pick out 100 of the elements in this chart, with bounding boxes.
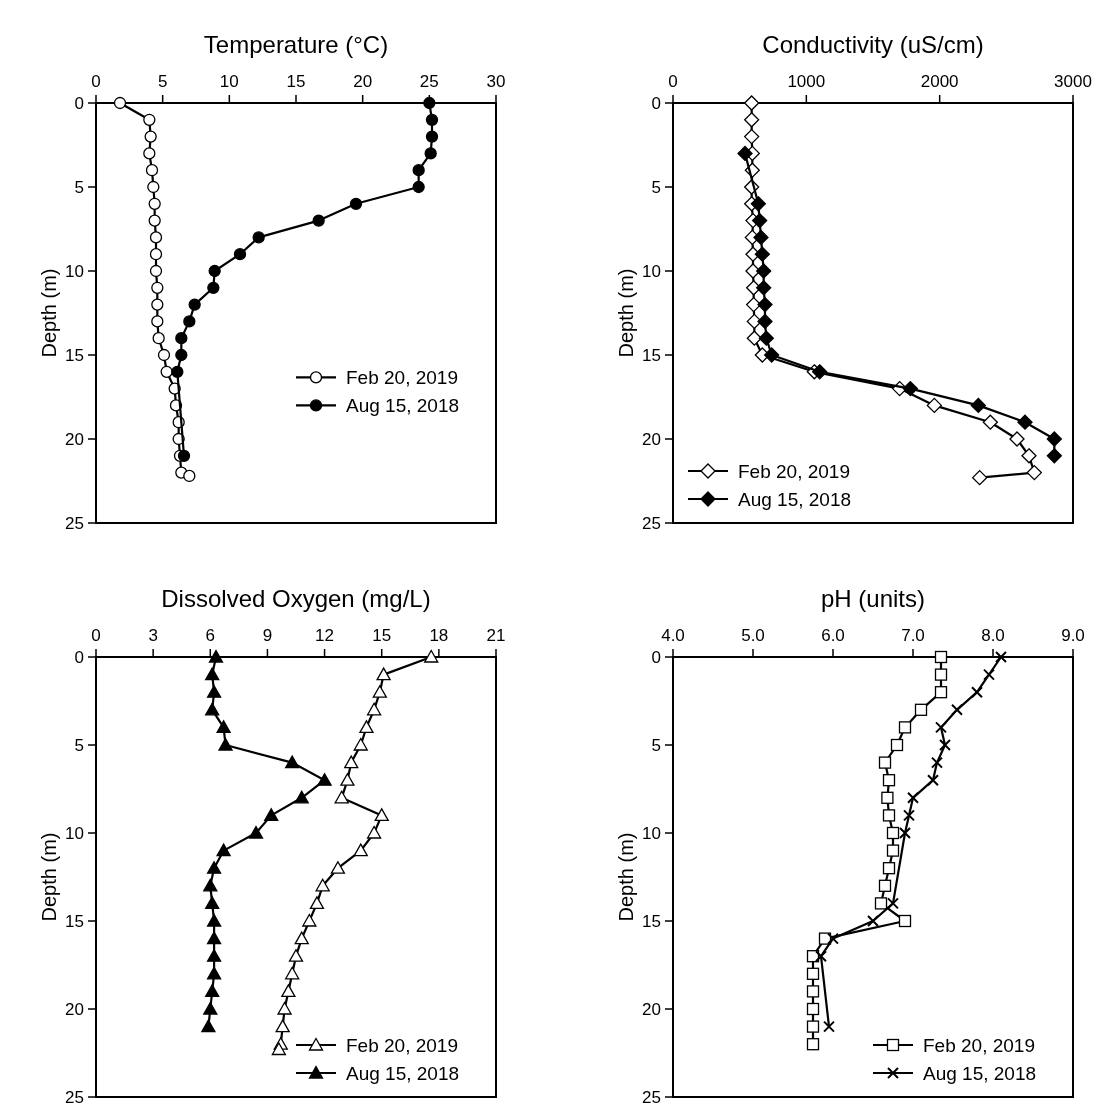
y-tick-label: 20 bbox=[642, 429, 661, 449]
point bbox=[206, 949, 222, 962]
y-tick-label: 20 bbox=[642, 999, 661, 1019]
point bbox=[183, 469, 196, 483]
point bbox=[144, 130, 157, 143]
y-tick-label: 10 bbox=[65, 261, 84, 281]
legend-label: Aug 15, 2018 bbox=[923, 1062, 1037, 1084]
point bbox=[143, 147, 156, 160]
point bbox=[756, 263, 772, 279]
point bbox=[281, 984, 296, 998]
x-tick-label: 20 bbox=[353, 72, 373, 91]
point bbox=[756, 280, 772, 296]
x-tick-label: 2000 bbox=[920, 72, 959, 91]
y-tick-label: 5 bbox=[74, 735, 84, 755]
point bbox=[753, 229, 769, 246]
x-tick-label: 25 bbox=[419, 72, 439, 91]
point bbox=[907, 791, 919, 804]
point bbox=[424, 147, 437, 160]
y-tick-label: 25 bbox=[65, 1087, 84, 1107]
x-tick-label: 0 bbox=[91, 72, 101, 91]
legend-label: Feb 20, 2019 bbox=[346, 1034, 458, 1056]
point bbox=[890, 738, 904, 752]
point bbox=[147, 180, 160, 194]
point bbox=[951, 703, 963, 716]
point bbox=[424, 649, 439, 663]
x-tick-label: 5 bbox=[157, 72, 168, 91]
point bbox=[317, 773, 332, 786]
point bbox=[898, 721, 912, 734]
y-axis-title: Depth (m) bbox=[38, 268, 60, 358]
point bbox=[366, 825, 382, 839]
point bbox=[931, 756, 943, 769]
point bbox=[171, 365, 184, 378]
point bbox=[1009, 431, 1025, 447]
point bbox=[899, 827, 911, 839]
chart-title: pH (units) bbox=[820, 585, 926, 612]
point bbox=[1046, 448, 1062, 464]
point bbox=[806, 985, 820, 998]
y-tick-label: 10 bbox=[642, 823, 661, 843]
y-tick-label: 25 bbox=[65, 513, 84, 533]
point bbox=[1026, 464, 1042, 481]
point bbox=[995, 651, 1007, 663]
y-tick-label: 10 bbox=[65, 823, 84, 843]
legend-label: Aug 15, 2018 bbox=[346, 395, 460, 417]
point bbox=[148, 197, 161, 210]
point bbox=[330, 861, 346, 874]
point bbox=[149, 231, 163, 244]
x-tick-label: 8.0 bbox=[981, 626, 1005, 645]
y-tick-label: 15 bbox=[65, 345, 84, 365]
point bbox=[206, 913, 222, 927]
point bbox=[148, 214, 161, 227]
point bbox=[208, 649, 224, 663]
point bbox=[264, 808, 279, 822]
point bbox=[203, 878, 218, 892]
y-tick-label: 15 bbox=[65, 911, 84, 931]
point bbox=[205, 667, 220, 681]
legend-label: Aug 15, 2018 bbox=[346, 1062, 460, 1084]
point bbox=[425, 130, 439, 143]
point bbox=[887, 897, 899, 910]
point bbox=[970, 397, 986, 414]
legend-label: Feb 20, 2019 bbox=[923, 1034, 1035, 1056]
point bbox=[1046, 431, 1062, 447]
point bbox=[302, 913, 317, 927]
point bbox=[349, 197, 363, 210]
point bbox=[353, 843, 368, 857]
point bbox=[366, 702, 382, 716]
point bbox=[157, 348, 171, 362]
point bbox=[285, 966, 300, 980]
y-tick-label: 0 bbox=[651, 647, 661, 667]
point bbox=[815, 950, 827, 963]
point bbox=[812, 364, 828, 380]
x-tick-label: 0 bbox=[668, 72, 678, 91]
point bbox=[886, 826, 900, 840]
point bbox=[285, 755, 300, 769]
point bbox=[143, 113, 156, 126]
point bbox=[177, 449, 191, 462]
y-tick-label: 5 bbox=[74, 177, 84, 197]
point bbox=[882, 809, 896, 822]
x-tick-label: 7.0 bbox=[901, 626, 925, 645]
point bbox=[216, 720, 231, 734]
point bbox=[914, 703, 928, 716]
point bbox=[934, 650, 948, 664]
x-tick-label: 6.0 bbox=[821, 626, 845, 645]
x-tick-label: 15 bbox=[372, 626, 392, 645]
point bbox=[867, 915, 879, 927]
point bbox=[744, 95, 760, 111]
point bbox=[939, 739, 951, 751]
point bbox=[1021, 448, 1037, 464]
point bbox=[149, 264, 163, 278]
point bbox=[878, 756, 892, 769]
y-tick-label: 0 bbox=[651, 93, 661, 113]
point bbox=[764, 347, 780, 363]
point bbox=[874, 897, 888, 910]
point bbox=[926, 397, 942, 414]
point bbox=[233, 248, 247, 261]
y-tick-label: 20 bbox=[65, 429, 84, 449]
x-tick-label: 21 bbox=[486, 626, 506, 645]
legend-label: Feb 20, 2019 bbox=[346, 367, 458, 389]
x-tick-label: 3 bbox=[148, 626, 158, 645]
point bbox=[149, 248, 163, 261]
point bbox=[340, 773, 355, 786]
